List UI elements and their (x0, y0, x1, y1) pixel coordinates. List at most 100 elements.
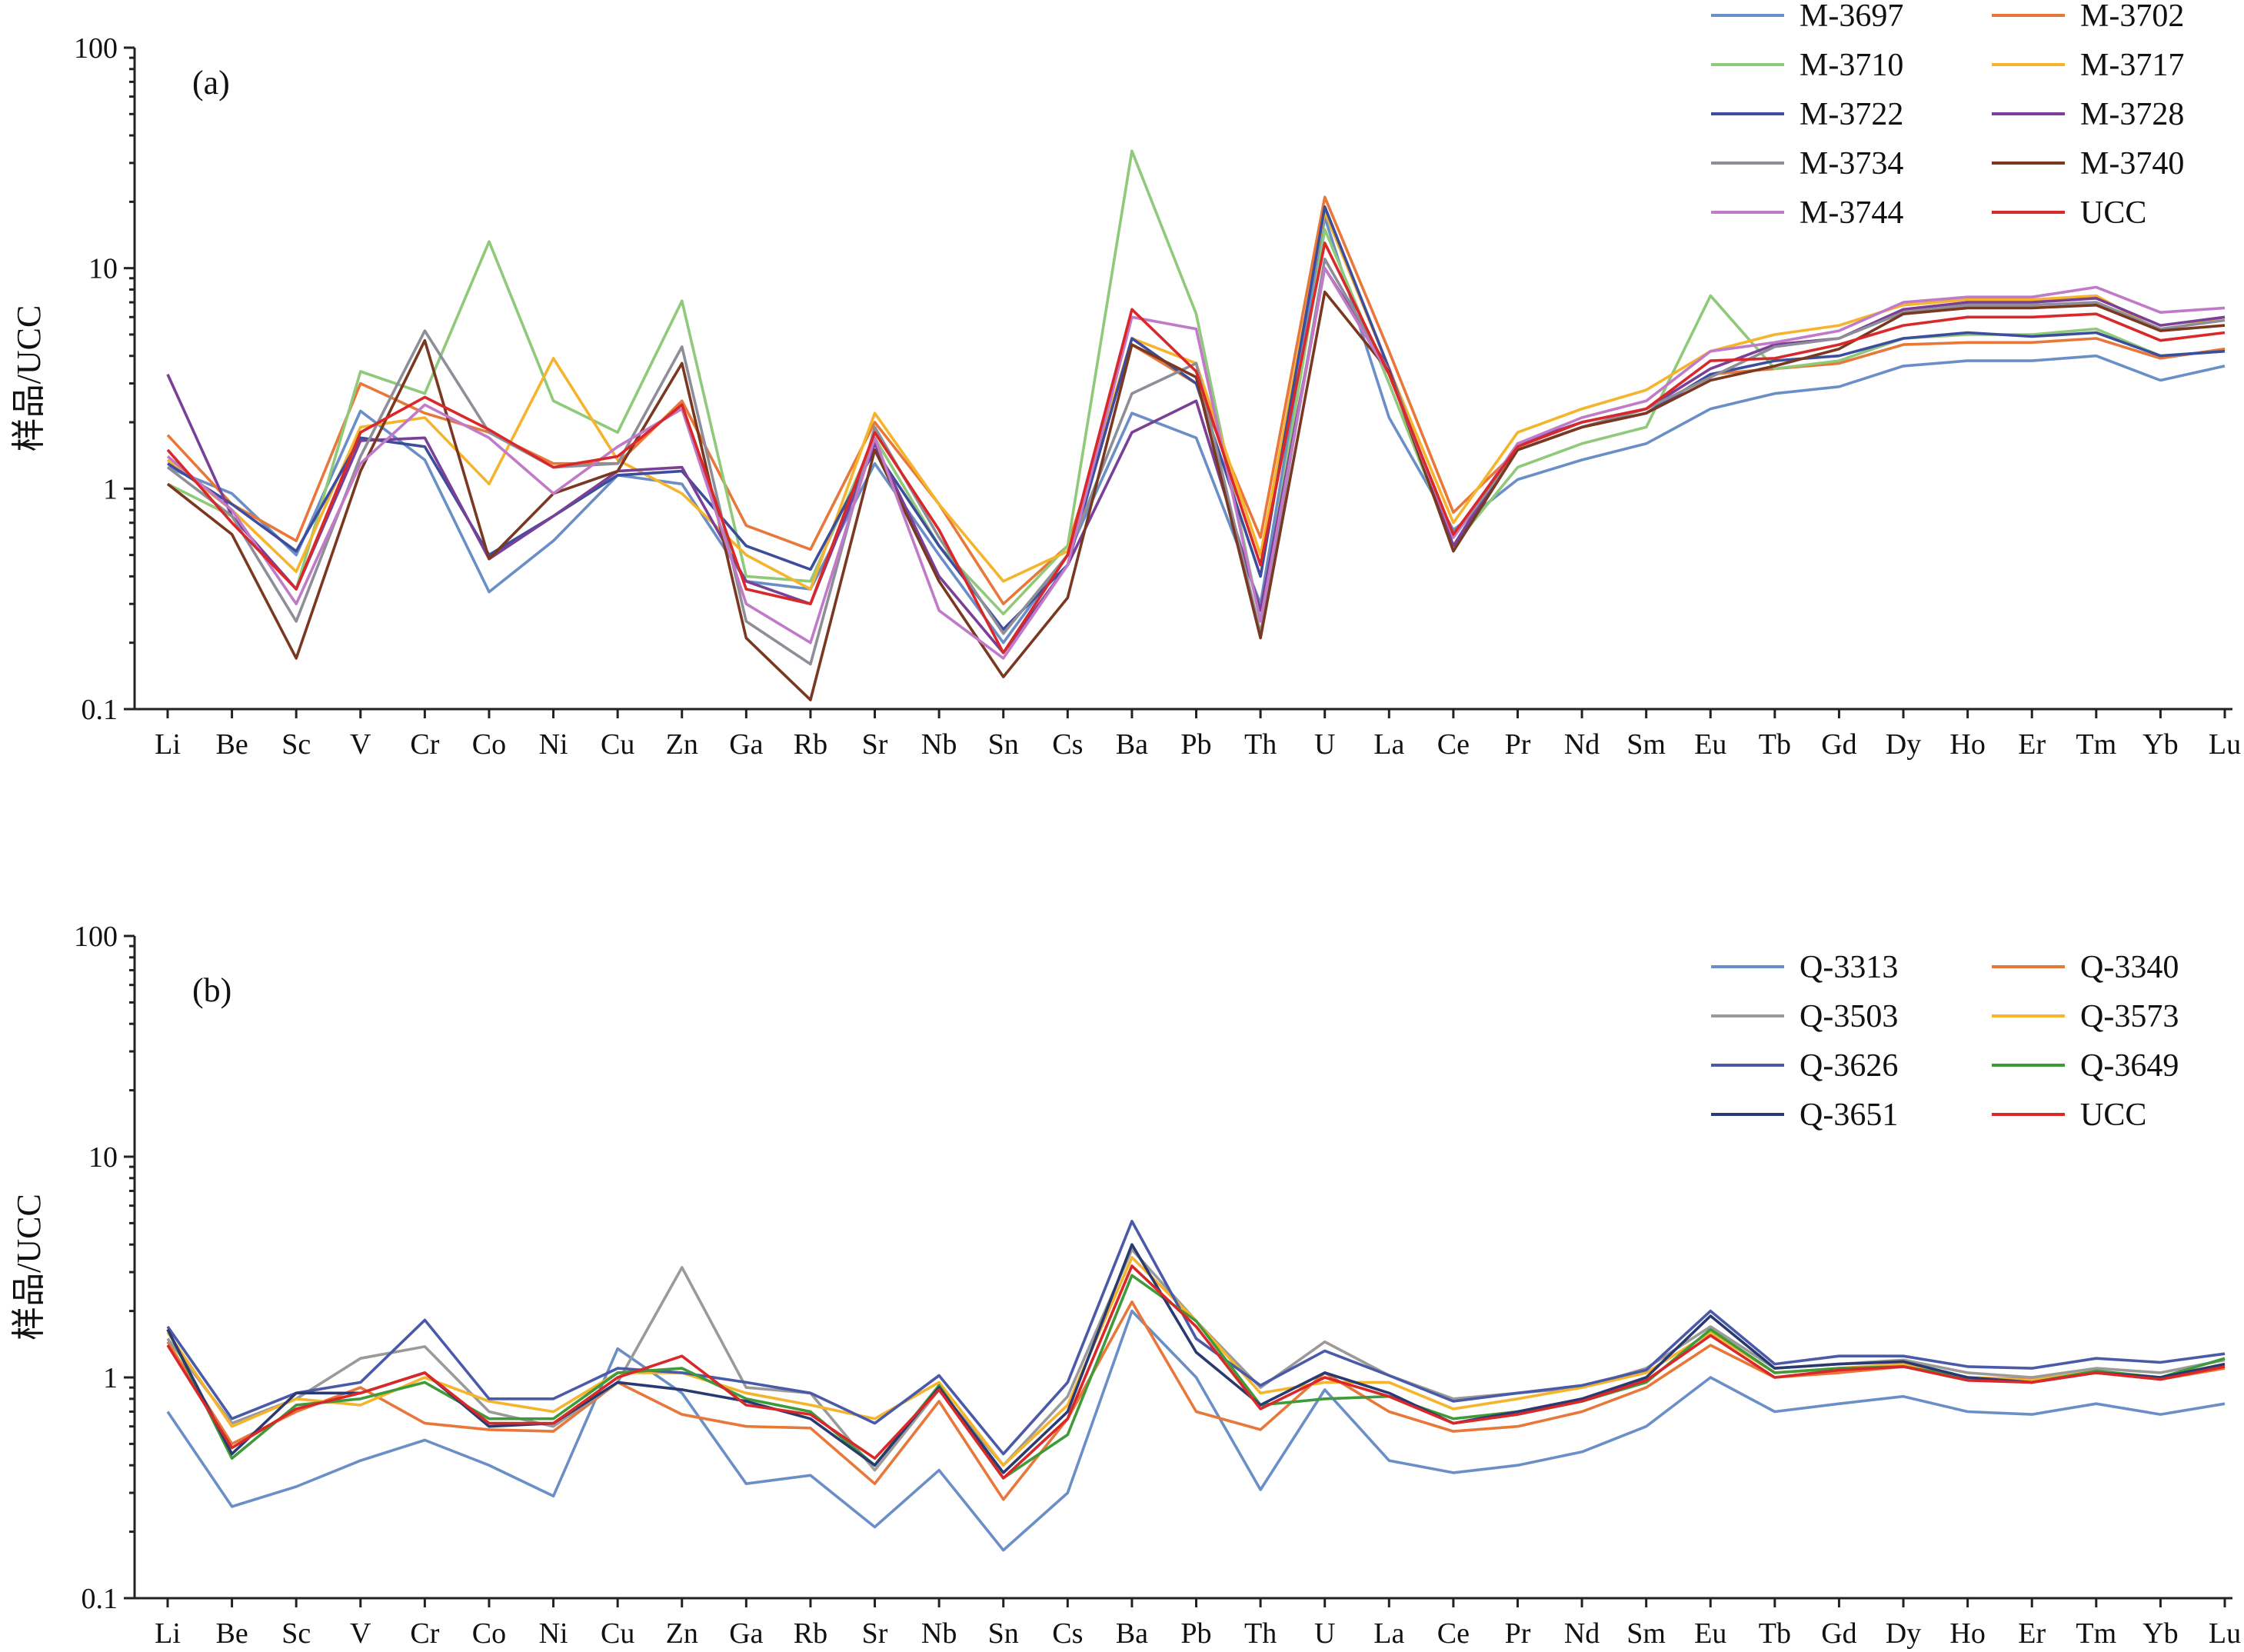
legend: Q-3313 Q-3340 Q-3503 Q-3573 Q-3626 Q-3649 Q-36… (1711, 950, 2179, 1133)
series-line-ucc (166, 1264, 2226, 1480)
x-tick-label: Er (2018, 1617, 2046, 1650)
legend-label: Q-3340 (2080, 950, 2179, 985)
chart-panel-0: 0.1 1 10 100 Li Be Sc V Cr Co Ni Cu Zn Ga Rb Sr Nb Sn Cs Ba… (10, 0, 2241, 761)
x-tick-label: Sc (281, 728, 311, 761)
x-tick-label: Zn (666, 728, 698, 761)
legend-label: M-3717 (2080, 48, 2184, 83)
x-tick-label: Co (472, 728, 506, 761)
x-tick-label: Sr (862, 1617, 888, 1650)
legend-label: Q-3651 (1800, 1097, 1898, 1133)
series-group (166, 149, 2226, 701)
x-tick-label: Gd (1821, 728, 1856, 761)
x-tick-label: Ba (1116, 728, 1148, 761)
x-tick-label: La (1373, 1617, 1404, 1650)
x-tick-label: Nd (1564, 1617, 1600, 1650)
legend-label: M-3710 (1800, 48, 1903, 83)
legend-item: M-3710 (1711, 48, 1903, 83)
legend-label: Q-3503 (1800, 999, 1898, 1034)
legend-label: Q-3649 (2080, 1048, 2179, 1084)
x-tick-label: Cu (601, 1617, 634, 1650)
x-tick-label: Sc (281, 1617, 311, 1650)
x-tick-label: Co (472, 1617, 506, 1650)
x-tick-label: Er (2018, 728, 2046, 761)
legend-item: M-3717 (1992, 48, 2184, 83)
legend-label: Q-3626 (1800, 1048, 1898, 1084)
x-tick-label: Sr (862, 728, 888, 761)
series-line-m-3728 (166, 266, 2226, 654)
x-tick-label: Rb (794, 1617, 827, 1650)
series-line-m-3744 (166, 266, 2226, 660)
y-tick-label: 10 (88, 253, 118, 285)
x-tick-label: Lu (2209, 1617, 2241, 1650)
x-tick-label: Nb (921, 1617, 957, 1650)
legend-item: M-3744 (1711, 195, 1903, 231)
legend-label: UCC (2080, 1097, 2146, 1133)
series-line-q-3651 (166, 1243, 2226, 1474)
y-tick-label: 1 (103, 473, 118, 505)
x-tick-label: Ni (539, 1617, 568, 1650)
legend-label: UCC (2080, 195, 2146, 231)
legend-item: Q-3626 (1711, 1048, 1898, 1084)
x-tick-label: Yb (2142, 728, 2178, 761)
series-line-q-3626 (166, 1220, 2226, 1456)
x-tick-label: Tm (2076, 1617, 2116, 1650)
x-tick-label: Ni (539, 728, 568, 761)
x-tick-label: Pr (1505, 1617, 1531, 1650)
legend-label: M-3702 (2080, 0, 2184, 34)
x-tick-label: Li (155, 728, 181, 761)
x-tick-label: Pb (1180, 1617, 1211, 1650)
series-line-ucc (166, 241, 2226, 654)
series-line-m-3722 (167, 205, 2226, 631)
x-tick-label: Be (215, 728, 248, 761)
series-line-m-3740 (166, 290, 2226, 701)
x-tick-label: Ga (729, 728, 763, 761)
y-tick-label: 10 (88, 1141, 118, 1174)
legend-label: M-3722 (1800, 97, 1903, 132)
legend-item: Q-3651 (1711, 1097, 1898, 1133)
legend-item: Q-3340 (1992, 950, 2179, 985)
legend: M-3697 M-3702 M-3710 M-3717 M-3722 M-3728 M-37… (1711, 0, 2184, 231)
legend-item: Q-3573 (1992, 999, 2179, 1034)
series-line-m-3697 (167, 215, 2226, 644)
y-tick-label: 0.1 (82, 1583, 118, 1615)
x-tick-label: Nb (921, 728, 957, 761)
legend-item: M-3697 (1711, 0, 1903, 34)
chart-panel-1: 0.1 1 10 100 Li Be Sc V Cr Co Ni Cu Zn Ga Rb Sr Nb Sn Cs Ba… (10, 921, 2241, 1650)
series-line-q-3503 (166, 1247, 2226, 1472)
x-tick-label: Sm (1626, 1617, 1666, 1650)
series-group (166, 1220, 2226, 1552)
y-axis-label: 样品/UCC (10, 1194, 48, 1341)
x-tick-label: La (1373, 728, 1404, 761)
x-tick-label: Be (215, 1617, 248, 1650)
x-tick-label: Dy (1886, 728, 1921, 761)
x-tick-label: Th (1244, 728, 1277, 761)
legend-label: M-3740 (2080, 146, 2184, 182)
x-tick-label: Li (155, 1617, 181, 1650)
x-tick-label: Ga (729, 1617, 763, 1650)
x-tick-label: Zn (666, 1617, 698, 1650)
x-tick-label: Tb (1759, 728, 1791, 761)
legend-item: M-3702 (1992, 0, 2184, 34)
legend-item: Q-3503 (1711, 999, 1898, 1034)
legend-item: UCC (1992, 195, 2146, 231)
x-tick-label: Ho (1949, 728, 1985, 761)
x-tick-label: Sn (988, 728, 1019, 761)
legend-label: M-3734 (1800, 146, 1903, 182)
x-tick-label: Sm (1626, 728, 1666, 761)
x-tick-label: Sn (988, 1617, 1019, 1650)
legend-item: M-3734 (1711, 146, 1903, 182)
y-axis-label: 样品/UCC (10, 305, 48, 452)
panel-label: (a) (192, 64, 230, 102)
series-line-m-3710 (167, 149, 2226, 623)
x-tick-label: Yb (2142, 1617, 2178, 1650)
x-tick-label: Lu (2209, 728, 2241, 761)
y-tick-label: 1 (103, 1362, 118, 1394)
x-tick-label: Cr (410, 728, 439, 761)
x-tick-label: Rb (794, 728, 827, 761)
y-tick-label: 100 (74, 921, 118, 953)
x-tick-label: Eu (1694, 1617, 1726, 1650)
legend-label: M-3697 (1800, 0, 1903, 34)
x-tick-label: Dy (1886, 1617, 1921, 1650)
series-line-m-3734 (166, 257, 2226, 666)
